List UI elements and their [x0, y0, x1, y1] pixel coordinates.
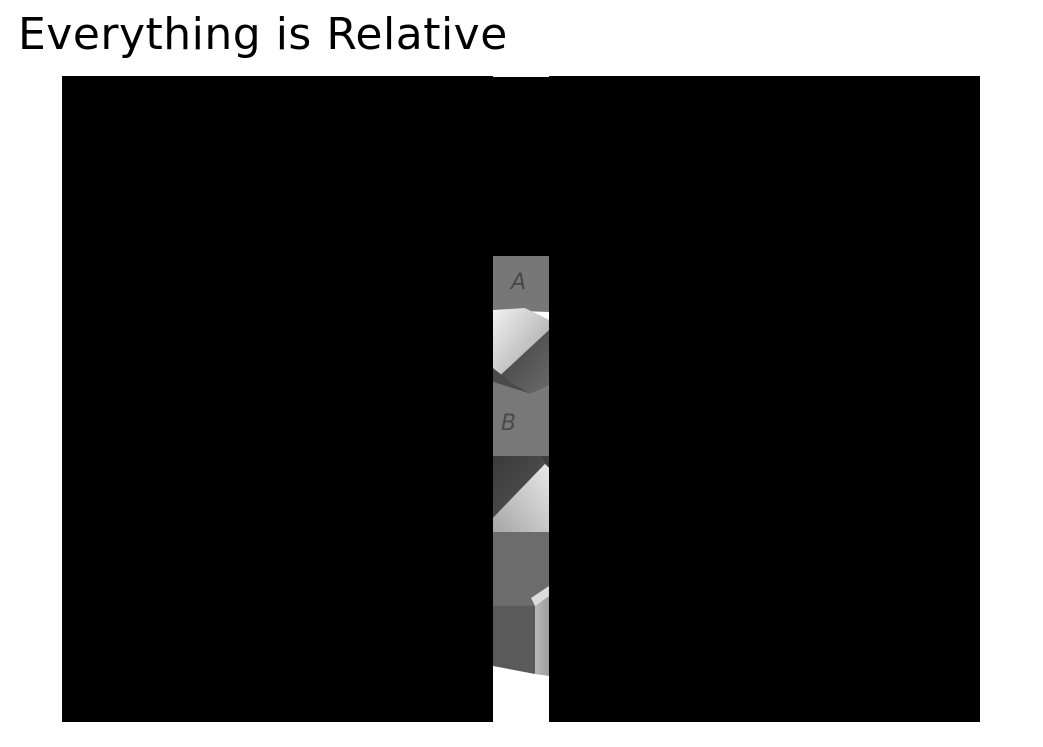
tile-a-label: A: [509, 270, 526, 295]
right-black-mask: [549, 76, 980, 722]
board-edge-dark: [493, 606, 535, 674]
light-tile-lower: [493, 464, 549, 532]
light-tile-upper: [493, 308, 549, 386]
board-edge-highlight: [531, 586, 549, 606]
checkerboard-strip: A B: [493, 256, 549, 722]
board-edge-light: [535, 596, 549, 676]
dark-tile-upper: [493, 330, 549, 394]
dark-tile-lower: [493, 456, 545, 518]
tile-b: [493, 382, 549, 456]
tile-a: [493, 256, 549, 312]
dark-tile-lower-right: [539, 456, 549, 468]
tile-b-label: B: [501, 411, 516, 436]
slide-title: Everything is Relative: [18, 9, 508, 60]
mid-grey-tile: [493, 532, 549, 606]
checkerboard-strip-image: A B: [493, 256, 549, 676]
checker-shadow-figure: A B: [62, 76, 980, 722]
dark-tile-upper-left: [493, 368, 531, 394]
left-black-mask: [62, 76, 493, 722]
top-black-mask: [493, 77, 549, 256]
